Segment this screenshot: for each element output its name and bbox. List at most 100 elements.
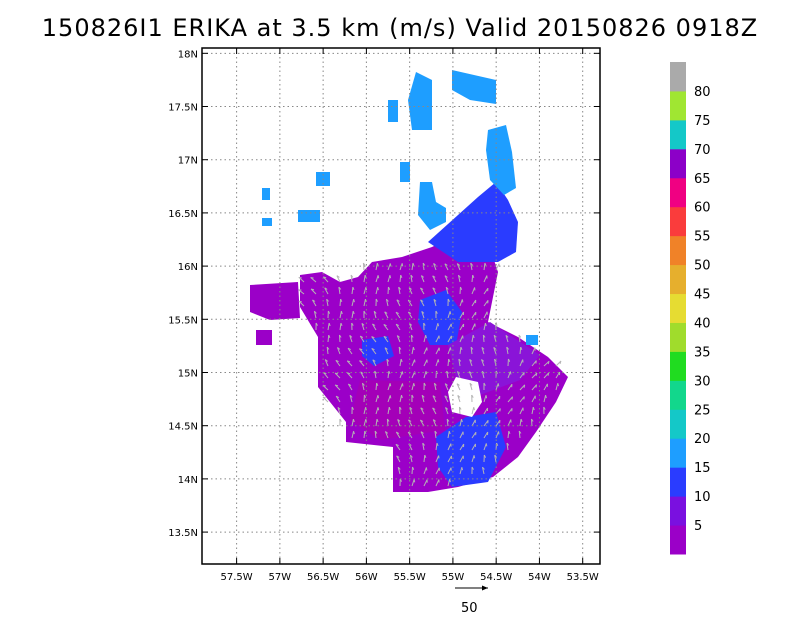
wind-vector-head [445, 286, 449, 290]
wind-vector [327, 334, 330, 343]
wind-vector [384, 347, 389, 355]
wind-vector-head [447, 298, 450, 302]
wind-speed-region [262, 218, 272, 226]
wind-vector [407, 311, 413, 319]
wind-vector [495, 383, 499, 391]
wind-vector [483, 275, 488, 283]
wind-vector [519, 419, 522, 427]
wind-vector [435, 323, 439, 331]
wind-vector [447, 347, 451, 355]
wind-vector-head [335, 395, 340, 399]
wind-vector-head [388, 370, 391, 375]
wind-vector [471, 311, 477, 319]
wind-vector-head [396, 431, 400, 434]
wind-vector-head [326, 298, 329, 302]
wind-speed-region [526, 335, 538, 345]
wind-vector-head [310, 288, 315, 291]
wind-vector [495, 431, 500, 439]
wind-vector-head [395, 323, 400, 327]
wind-vector-head [339, 418, 342, 422]
wind-vector-head [493, 347, 497, 350]
wind-vector-head [334, 372, 339, 375]
wind-vector [531, 384, 537, 391]
wind-vector [371, 336, 377, 343]
wind-vector [420, 299, 425, 307]
wind-vector [435, 335, 440, 343]
wind-vector-head [340, 298, 343, 302]
wind-vector [435, 467, 440, 475]
wind-vector [350, 274, 353, 283]
wind-vector [435, 359, 439, 367]
colorbar-label: 10 [694, 490, 711, 505]
wind-vector [374, 371, 377, 379]
wind-vector-head [397, 466, 401, 470]
wind-vector [483, 262, 486, 271]
wind-vector-head [385, 431, 389, 434]
wind-vector-head [408, 311, 412, 314]
wind-vector-head [421, 311, 425, 314]
wind-vector [351, 286, 354, 295]
wind-vector [482, 334, 485, 343]
wind-vector-head [494, 454, 498, 458]
wind-vector [359, 348, 365, 355]
y-tick-label: 16.5N [168, 209, 198, 220]
colorbar-label: 25 [694, 403, 711, 418]
wind-vector [531, 372, 538, 379]
colorbar-segment [670, 206, 686, 237]
x-tick-label: 54.5W [480, 572, 512, 583]
wind-vector-head [314, 310, 317, 314]
wind-vector-head [413, 479, 416, 483]
wind-vector [444, 383, 449, 391]
wind-speed-region [418, 182, 446, 230]
wind-vector-head [505, 334, 509, 338]
wind-vector-head [444, 275, 448, 278]
wind-vector-head [518, 430, 522, 434]
wind-vector [456, 371, 461, 379]
wind-vector-head [347, 372, 351, 375]
x-tick-label: 54W [528, 572, 551, 583]
colorbar-label: 75 [694, 114, 711, 129]
wind-vector [434, 431, 437, 439]
wind-vector [407, 299, 413, 307]
wind-speed-shading [250, 70, 568, 492]
wind-vector [471, 443, 476, 451]
wind-vector [531, 347, 536, 355]
wind-vector [457, 395, 461, 403]
wind-vector-head [559, 360, 562, 365]
wind-vector-head [423, 382, 426, 386]
wind-vector [372, 359, 377, 367]
wind-vector-head [482, 334, 486, 338]
wind-vector [411, 466, 414, 475]
wind-vector-head [520, 418, 523, 423]
wind-vector-head [351, 406, 354, 410]
wind-vector-head [483, 454, 487, 458]
wind-vector-head [340, 310, 343, 315]
wind-vector-head [361, 322, 365, 326]
wind-vector [432, 275, 437, 283]
wind-vector [447, 335, 452, 343]
wind-vector [409, 455, 413, 463]
wind-vector-head [386, 298, 389, 302]
wind-vector [444, 395, 449, 403]
wind-vector [334, 372, 341, 379]
wind-vector [447, 311, 451, 319]
wind-vector [347, 383, 353, 391]
wind-vector [470, 346, 473, 355]
wind-vector-head [444, 395, 448, 398]
wind-vector-head [337, 406, 341, 410]
wind-vector-head [310, 277, 314, 279]
wind-vector-head [408, 419, 412, 422]
colorbar-label: 60 [694, 201, 711, 216]
wind-vector-head [520, 346, 523, 350]
wind-vector [432, 395, 437, 403]
wind-vector-head [359, 360, 363, 363]
wind-vector-head [339, 334, 342, 338]
colorbar-label: 45 [694, 288, 711, 303]
wind-vector [395, 431, 401, 439]
wind-vector [339, 298, 342, 307]
wind-vector-head [483, 382, 486, 386]
wind-vector-head [422, 442, 425, 446]
wind-vector-head [336, 275, 340, 278]
wind-vector-head [324, 359, 328, 362]
wind-vector-head [494, 358, 497, 362]
